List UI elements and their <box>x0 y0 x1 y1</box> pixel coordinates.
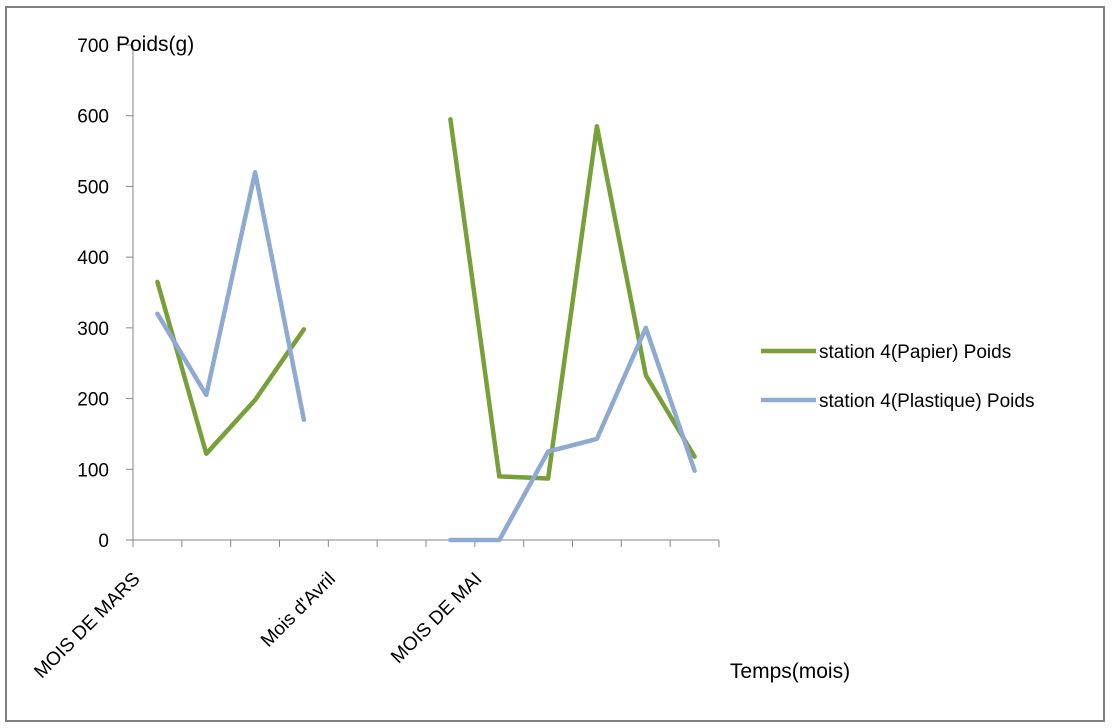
tick-labels: 0 100 200 300 400 500 600 700 MOIS DE MARS Mois d… <box>30 36 486 683</box>
series-line-1 <box>155 279 307 456</box>
y-tick-label: 600 <box>77 107 109 128</box>
series-line-2 <box>155 170 307 423</box>
y-tick-label: 500 <box>77 177 109 198</box>
chart-area: 0 100 200 300 400 500 600 700 MOIS DE MARS Mois d… <box>5 6 1105 722</box>
y-tick-label: 300 <box>77 319 109 340</box>
x-category-label: MOIS DE MARS <box>30 569 144 683</box>
legend: station 4(Papier) Poids station 4(Plastiq… <box>761 342 1034 412</box>
legend-label: station 4(Papier) Poids <box>819 342 1011 363</box>
series-lines <box>155 117 697 543</box>
y-tick-label: 100 <box>77 460 109 481</box>
x-category-label: MOIS DE MAI <box>387 569 486 668</box>
line-chart: 0 100 200 300 400 500 600 700 MOIS DE MARS Mois d… <box>30 33 1034 683</box>
y-tick-label: 200 <box>77 390 109 411</box>
y-tick-label: 0 <box>98 531 109 552</box>
x-axis-title: Temps(mois) <box>730 660 850 683</box>
series-line-2 <box>448 325 697 543</box>
y-tick-label: 700 <box>77 36 109 57</box>
legend-label: station 4(Plastique) Poids <box>819 391 1034 412</box>
series-line-1 <box>448 117 697 481</box>
y-axis-title: Poids(g) <box>116 33 194 56</box>
x-category-label: Mois d'Avril <box>257 569 340 652</box>
axes <box>126 44 720 547</box>
y-tick-label: 400 <box>77 248 109 269</box>
